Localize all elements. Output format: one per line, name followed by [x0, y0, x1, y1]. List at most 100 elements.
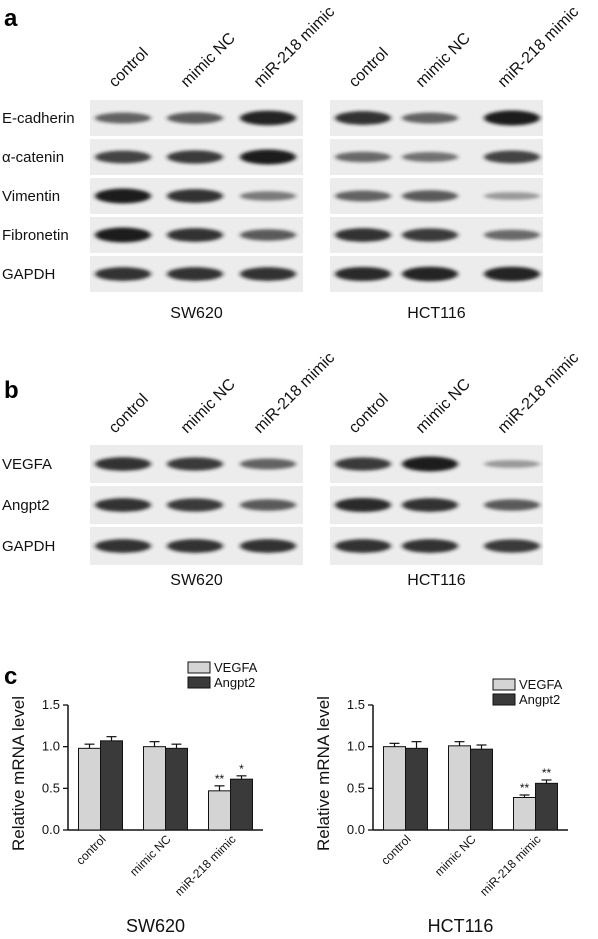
band-a-hct116-3-0: [335, 228, 391, 242]
band-b-hct116-2-2: [484, 539, 540, 553]
band-a-hct116-4-2: [484, 266, 540, 282]
significance-0-0-2: **: [215, 772, 225, 786]
lane-label-a-sw620-0: control: [106, 45, 152, 91]
band-a-sw620-3-2: [240, 229, 296, 241]
band-b-sw620-2-1: [167, 539, 223, 553]
y-tick-label-1-2: 1.0: [347, 739, 365, 754]
y-tick-label-1-3: 1.5: [347, 697, 365, 712]
legend-label-0-1: Angpt2: [214, 675, 255, 690]
lane-label-a-hct116-0: control: [346, 45, 392, 91]
lane-label-b-sw620-2: miR-218 mimic: [251, 349, 338, 436]
category-label-0-1: mimic NC: [127, 832, 174, 879]
lane-label-a-sw620-2: miR-218 mimic: [251, 3, 338, 90]
lane-label-b-sw620-1: mimic NC: [178, 376, 239, 437]
lane-label-b-hct116-1: mimic NC: [413, 376, 474, 437]
row-label-a-3: Fibronetin: [2, 227, 69, 244]
band-a-sw620-1-1: [167, 150, 223, 164]
band-a-sw620-1-2: [240, 149, 296, 165]
legend-swatch-0-0: [187, 661, 211, 674]
legend-swatch-0-1: [187, 676, 211, 689]
band-b-hct116-1-2: [484, 499, 540, 511]
band-b-hct116-0-2: [484, 460, 540, 468]
row-label-a-1: α-catenin: [2, 149, 64, 166]
bar-1-vegfa-2: [513, 797, 536, 831]
band-a-sw620-3-1: [167, 228, 223, 242]
band-a-sw620-4-2: [240, 267, 296, 281]
lane-label-a-hct116-2: miR-218 mimic: [495, 3, 582, 90]
band-a-hct116-0-0: [335, 111, 391, 125]
legend-label-0-0: VEGFA: [214, 660, 258, 675]
chart-title-1: HCT116: [428, 916, 494, 936]
y-tick-label-0-0: 0.0: [42, 822, 60, 837]
blot-b: control mimic NC miR-218 mimic control mimic…: [2, 349, 582, 589]
cell-line-label-b-0: SW620: [170, 572, 223, 589]
band-a-sw620-0-1: [167, 112, 223, 124]
bar-0-angpt2-1: [165, 747, 188, 831]
band-a-hct116-2-2: [484, 192, 540, 200]
band-a-hct116-3-2: [484, 229, 540, 241]
band-b-sw620-0-0: [95, 457, 151, 471]
band-a-hct116-3-1: [402, 228, 458, 242]
lane-label-b-sw620-0: control: [106, 391, 152, 437]
band-b-sw620-1-2: [240, 499, 296, 511]
legend-label-1-1: Angpt2: [519, 692, 560, 707]
legend-swatch-1-1: [492, 693, 516, 706]
band-b-hct116-1-0: [335, 497, 391, 513]
band-a-sw620-2-1: [167, 189, 223, 203]
bar-0-angpt2-2: [230, 778, 253, 831]
row-label-b-2: GAPDH: [2, 538, 55, 555]
significance-1-1-2: **: [542, 766, 552, 780]
band-b-sw620-0-1: [167, 457, 223, 471]
y-tick-label-1-0: 0.0: [347, 822, 365, 837]
panel-letter-b: b: [4, 377, 19, 404]
category-label-0-2: miR-218 mimic: [172, 832, 238, 898]
lane-label-a-sw620-1: mimic NC: [178, 30, 239, 91]
band-b-hct116-1-1: [402, 498, 458, 512]
row-label-a-4: GAPDH: [2, 266, 55, 283]
western-blots: control mimic NC miR-218 mimic control mimic…: [2, 3, 582, 589]
legend-swatch-1-0: [492, 678, 516, 691]
chart-0: 0.0 0.5 1.0 1.5 Relative mRNA level control mi…: [9, 660, 263, 936]
row-label-a-2: Vimentin: [2, 188, 60, 205]
band-a-sw620-0-0: [95, 112, 151, 124]
band-a-hct116-4-1: [402, 266, 458, 282]
y-tick-label-0-1: 0.5: [42, 780, 60, 795]
chart-title-0: SW620: [126, 916, 185, 936]
band-a-hct116-1-1: [402, 151, 458, 163]
row-label-a-0: E-cadherin: [2, 110, 75, 127]
band-b-sw620-2-0: [95, 539, 151, 553]
row-label-b-1: Angpt2: [2, 497, 50, 514]
bar-0-vegfa-1: [143, 746, 166, 831]
band-a-sw620-2-0: [95, 188, 151, 204]
cell-line-label-a-1: HCT116: [407, 305, 465, 322]
lane-label-b-hct116-2: miR-218 mimic: [495, 349, 582, 436]
band-a-hct116-0-2: [484, 110, 540, 126]
band-a-hct116-0-1: [402, 112, 458, 124]
chart-1: 0.0 0.5 1.0 1.5 Relative mRNA level control mi…: [314, 677, 568, 936]
bar-1-vegfa-1: [448, 745, 471, 831]
band-b-hct116-2-1: [402, 539, 458, 553]
category-label-1-1: mimic NC: [432, 832, 479, 879]
significance-0-1-2: *: [239, 762, 244, 776]
band-a-hct116-1-2: [484, 150, 540, 164]
band-b-hct116-0-0: [335, 457, 391, 471]
band-a-sw620-2-2: [240, 191, 296, 201]
legend-label-1-0: VEGFA: [519, 677, 563, 692]
y-axis-title-0: Relative mRNA level: [9, 696, 28, 851]
bar-0-vegfa-2: [208, 790, 231, 831]
band-a-sw620-4-0: [95, 267, 151, 281]
cell-line-label-a-0: SW620: [170, 305, 223, 322]
band-b-sw620-1-0: [95, 498, 151, 512]
blot-a: control mimic NC miR-218 mimic control mimic…: [2, 3, 582, 322]
category-label-1-0: control: [378, 832, 413, 867]
cell-line-label-b-1: HCT116: [407, 572, 465, 589]
panel-letter-a: a: [4, 5, 18, 32]
category-label-0-0: control: [73, 832, 108, 867]
band-a-sw620-4-1: [167, 267, 223, 281]
significance-1-0-2: **: [520, 781, 530, 795]
bar-0-vegfa-0: [78, 747, 101, 831]
y-axis-title-1: Relative mRNA level: [314, 696, 333, 851]
band-a-hct116-1-0: [335, 151, 391, 163]
bar-1-angpt2-0: [405, 747, 428, 831]
